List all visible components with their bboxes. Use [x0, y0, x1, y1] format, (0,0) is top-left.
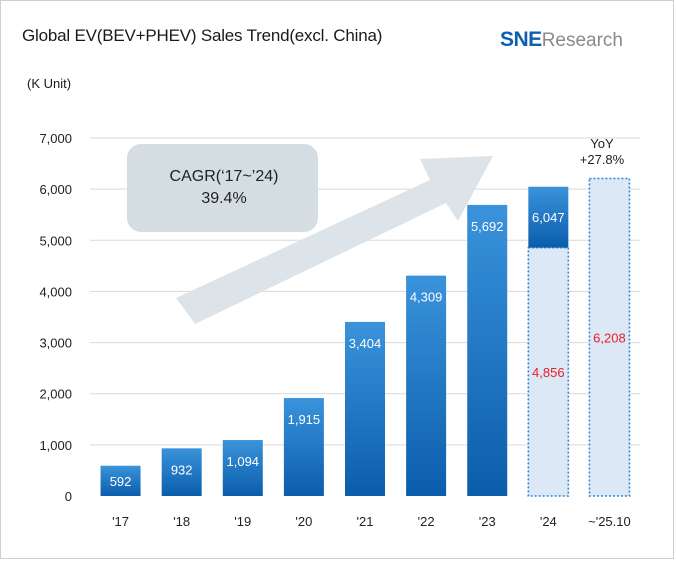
- ytd-value-label: 4,856: [532, 365, 565, 380]
- bar: [283, 398, 324, 496]
- yoy-value: +27.8%: [580, 152, 625, 167]
- y-tick-label: 3,000: [39, 336, 72, 351]
- bar: [467, 204, 508, 497]
- bar-ytd: [588, 177, 631, 497]
- cagr-line1: CAGR(‘17~’24): [170, 168, 279, 185]
- bar: [222, 440, 263, 496]
- bar: [345, 321, 385, 496]
- bar-value-label: 932: [171, 462, 193, 477]
- x-tick-label: '17: [112, 514, 129, 529]
- bar-value-label: 6,047: [532, 210, 565, 225]
- ytd-value-label: 6,208: [593, 330, 626, 345]
- y-tick-label: 5,000: [39, 233, 72, 248]
- bar-value-label: 5,692: [471, 219, 504, 234]
- bar: [100, 465, 141, 496]
- bar-value-label: 592: [110, 474, 132, 489]
- bars: [100, 177, 631, 497]
- x-tick-label: '18: [173, 514, 190, 529]
- y-axis: 0 1,000 2,000 3,000 4,000 5,000 6,000 7,000: [39, 131, 72, 504]
- cagr-line2: 39.4%: [201, 190, 246, 207]
- bar-value-label: 1,915: [288, 412, 321, 427]
- yoy-label: YoY: [590, 136, 614, 151]
- y-tick-label: 7,000: [39, 131, 72, 146]
- sne-research-logo: SNEResearch: [500, 28, 624, 51]
- x-tick-label: '21: [357, 514, 374, 529]
- x-tick-label: '20: [295, 514, 312, 529]
- bar: [406, 275, 447, 496]
- unit-label: (K Unit): [27, 76, 72, 91]
- cagr-box: [127, 144, 318, 232]
- y-tick-label: 2,000: [39, 387, 72, 402]
- bar: [528, 186, 569, 248]
- y-tick-label: 4,000: [39, 284, 72, 299]
- bar: [161, 448, 202, 496]
- x-tick-label: '24: [540, 514, 557, 529]
- x-tick-label: '22: [418, 514, 435, 529]
- y-tick-label: 0: [65, 489, 72, 504]
- x-tick-label: '19: [234, 514, 251, 529]
- chart-title: Global EV(BEV+PHEV) Sales Trend(excl. Ch…: [22, 26, 383, 45]
- bar-value-label: 3,404: [349, 336, 382, 351]
- bar-value-label: 4,309: [410, 290, 443, 305]
- y-tick-label: 1,000: [39, 438, 72, 453]
- x-tick-label: '23: [479, 514, 496, 529]
- x-axis: '17 '18 '19 '20 '21 '22 '23 '24 ~'25.10: [112, 514, 631, 529]
- y-tick-label: 6,000: [39, 182, 72, 197]
- bar-labels: 592 932 1,094 1,915 3,404 4,309 5,692 6,047 4,85…: [110, 210, 626, 489]
- growth-arrow: [176, 156, 493, 324]
- x-tick-label: ~'25.10: [588, 514, 631, 529]
- bar-value-label: 1,094: [227, 454, 260, 469]
